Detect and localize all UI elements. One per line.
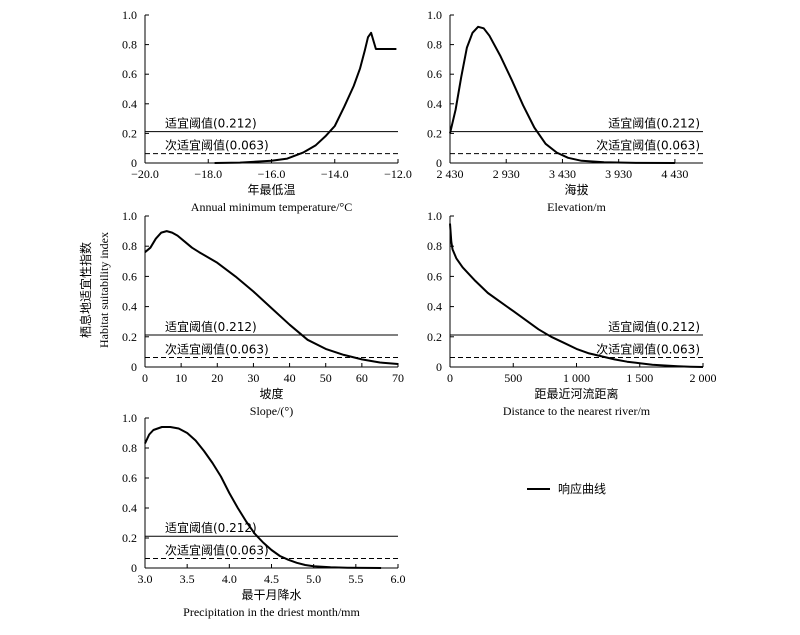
y-tick-label: 0.8	[427, 38, 442, 52]
chart-panel-3: 0 0.2 0.4 0.6 0.8 1.0 0 10 20 30 40 50 60 70 适宜阈值(0.21…	[122, 209, 404, 418]
x-axis-title-cn: 坡度	[259, 386, 283, 401]
x-axis-title-cn: 年最低温	[247, 183, 295, 197]
subsuitable-threshold-label: 次适宜阈值(0.063)	[165, 543, 269, 558]
y-tick-label: 0.6	[427, 67, 442, 81]
y-tick-label: 0.2	[427, 126, 442, 140]
x-tick-label: 500	[504, 371, 522, 385]
suitable-threshold-label: 适宜阈值(0.212)	[608, 116, 700, 131]
y-tick-label: 0.2	[122, 126, 137, 140]
y-tick-label: 1.0	[122, 209, 137, 223]
y-tick-label: 0.8	[122, 38, 137, 52]
x-tick-label: −12.0	[384, 167, 412, 181]
subsuitable-threshold-label: 次适宜阈值(0.063)	[165, 341, 269, 356]
y-tick-label: 0.2	[122, 531, 137, 545]
y-tick-label: 0.8	[122, 441, 137, 455]
x-tick-label: 2 930	[493, 167, 520, 181]
x-tick-label: 60	[356, 371, 368, 385]
response-curve	[214, 31, 397, 164]
y-tick-label: 1.0	[427, 8, 442, 22]
y-tick-label: 1.0	[427, 209, 442, 223]
chart-panel-5: 0 0.2 0.4 0.6 0.8 1.0 3.0 3.5 4.0 4.5 5.0 5.5 6.0 适宜阈…	[122, 411, 406, 619]
x-axis-title-cn: 距最近河流距离	[534, 386, 618, 401]
suitable-threshold-label: 适宜阈值(0.212)	[165, 520, 257, 535]
x-tick-label: −20.0	[131, 167, 159, 181]
y-tick-label: 0	[131, 360, 137, 374]
x-tick-label: 3.0	[138, 572, 153, 586]
x-tick-label: −18.0	[194, 167, 222, 181]
x-tick-label: 4 430	[661, 167, 688, 181]
x-tick-label: 4.5	[264, 572, 279, 586]
x-tick-label: −14.0	[321, 167, 349, 181]
x-tick-label: 3 430	[549, 167, 576, 181]
y-tick-label: 0	[436, 156, 442, 170]
x-axis-title-en: Annual minimum temperature/°C	[191, 200, 352, 214]
x-axis-title-en: Elevation/m	[547, 200, 606, 214]
x-axis-title-en: Precipitation in the driest month/mm	[183, 605, 360, 619]
x-tick-label: 3.5	[180, 572, 195, 586]
x-tick-label: 5.5	[348, 572, 363, 586]
x-tick-label: 2 430	[437, 167, 464, 181]
response-curve	[144, 230, 399, 365]
y-tick-label: 0	[436, 360, 442, 374]
x-tick-label: 1 500	[626, 371, 653, 385]
x-tick-label: 20	[211, 371, 223, 385]
x-tick-label: 0	[142, 371, 148, 385]
x-tick-label: 40	[284, 371, 296, 385]
chart-panel-2: 0 0.2 0.4 0.6 0.8 1.0 2 430 2 930 3 430 3 930 4 43…	[427, 8, 703, 214]
suitable-threshold-label: 适宜阈值(0.212)	[165, 319, 257, 334]
x-tick-label: 30	[247, 371, 259, 385]
y-tick-label: 0.8	[427, 239, 442, 253]
chart-panel-1: 0 0.2 0.4 0.6 0.8 1.0 −20.0 −18.0 −16.0 −14.0 −12.…	[122, 8, 412, 214]
suitable-threshold-label: 适宜阈值(0.212)	[608, 319, 700, 334]
x-axis-title-en: Slope/(°)	[250, 404, 293, 418]
x-tick-label: 6.0	[391, 572, 406, 586]
y-tick-label: 0.4	[427, 300, 442, 314]
x-tick-label: 3 930	[605, 167, 632, 181]
y-tick-label: 0.4	[122, 97, 137, 111]
y-tick-label: 0.4	[122, 501, 137, 515]
y-tick-label: 0.2	[122, 330, 137, 344]
x-axis-title-cn: 海拔	[564, 182, 588, 197]
x-tick-label: 2 000	[690, 371, 717, 385]
legend-label: 响应曲线	[558, 481, 606, 496]
y-axis-title-cn: 栖息地适宜性指数	[78, 242, 93, 338]
subsuitable-threshold-label: 次适宜阈值(0.063)	[596, 138, 700, 153]
y-tick-label: 1.0	[122, 8, 137, 22]
x-tick-label: 0	[447, 371, 453, 385]
y-axis-title-en: Habitat suitability index	[97, 232, 111, 348]
y-tick-label: 0.6	[122, 471, 137, 485]
response-curve	[144, 426, 382, 569]
chart-panel-4: 0 0.2 0.4 0.6 0.8 1.0 0 500 1 000 1 500 2 000 适宜阈值(…	[427, 209, 717, 418]
y-tick-label: 0.6	[122, 67, 137, 81]
y-tick-label: 0.8	[122, 239, 137, 253]
x-tick-label: 70	[392, 371, 404, 385]
response-curve	[449, 25, 675, 164]
y-tick-label: 1.0	[122, 411, 137, 425]
y-tick-label: 0.4	[122, 300, 137, 314]
y-tick-label: 0.6	[427, 269, 442, 283]
x-tick-label: 5.0	[306, 572, 321, 586]
x-tick-label: 10	[175, 371, 187, 385]
subsuitable-threshold-label: 次适宜阈值(0.063)	[596, 341, 700, 356]
response-curve	[449, 223, 704, 368]
x-tick-label: −16.0	[258, 167, 286, 181]
legend: 响应曲线	[527, 481, 606, 496]
y-tick-label: 0.2	[427, 330, 442, 344]
x-axis-title-en: Distance to the nearest river/m	[503, 404, 651, 418]
subsuitable-threshold-label: 次适宜阈值(0.063)	[165, 138, 269, 153]
suitable-threshold-label: 适宜阈值(0.212)	[165, 116, 257, 131]
y-tick-label: 0	[131, 561, 137, 575]
y-tick-label: 0	[131, 156, 137, 170]
y-tick-label: 0.4	[427, 97, 442, 111]
x-tick-label: 4.0	[222, 572, 237, 586]
x-tick-label: 50	[320, 371, 332, 385]
x-tick-label: 1 000	[563, 371, 590, 385]
y-tick-label: 0.6	[122, 269, 137, 283]
x-axis-title-cn: 最干月降水	[241, 588, 301, 602]
